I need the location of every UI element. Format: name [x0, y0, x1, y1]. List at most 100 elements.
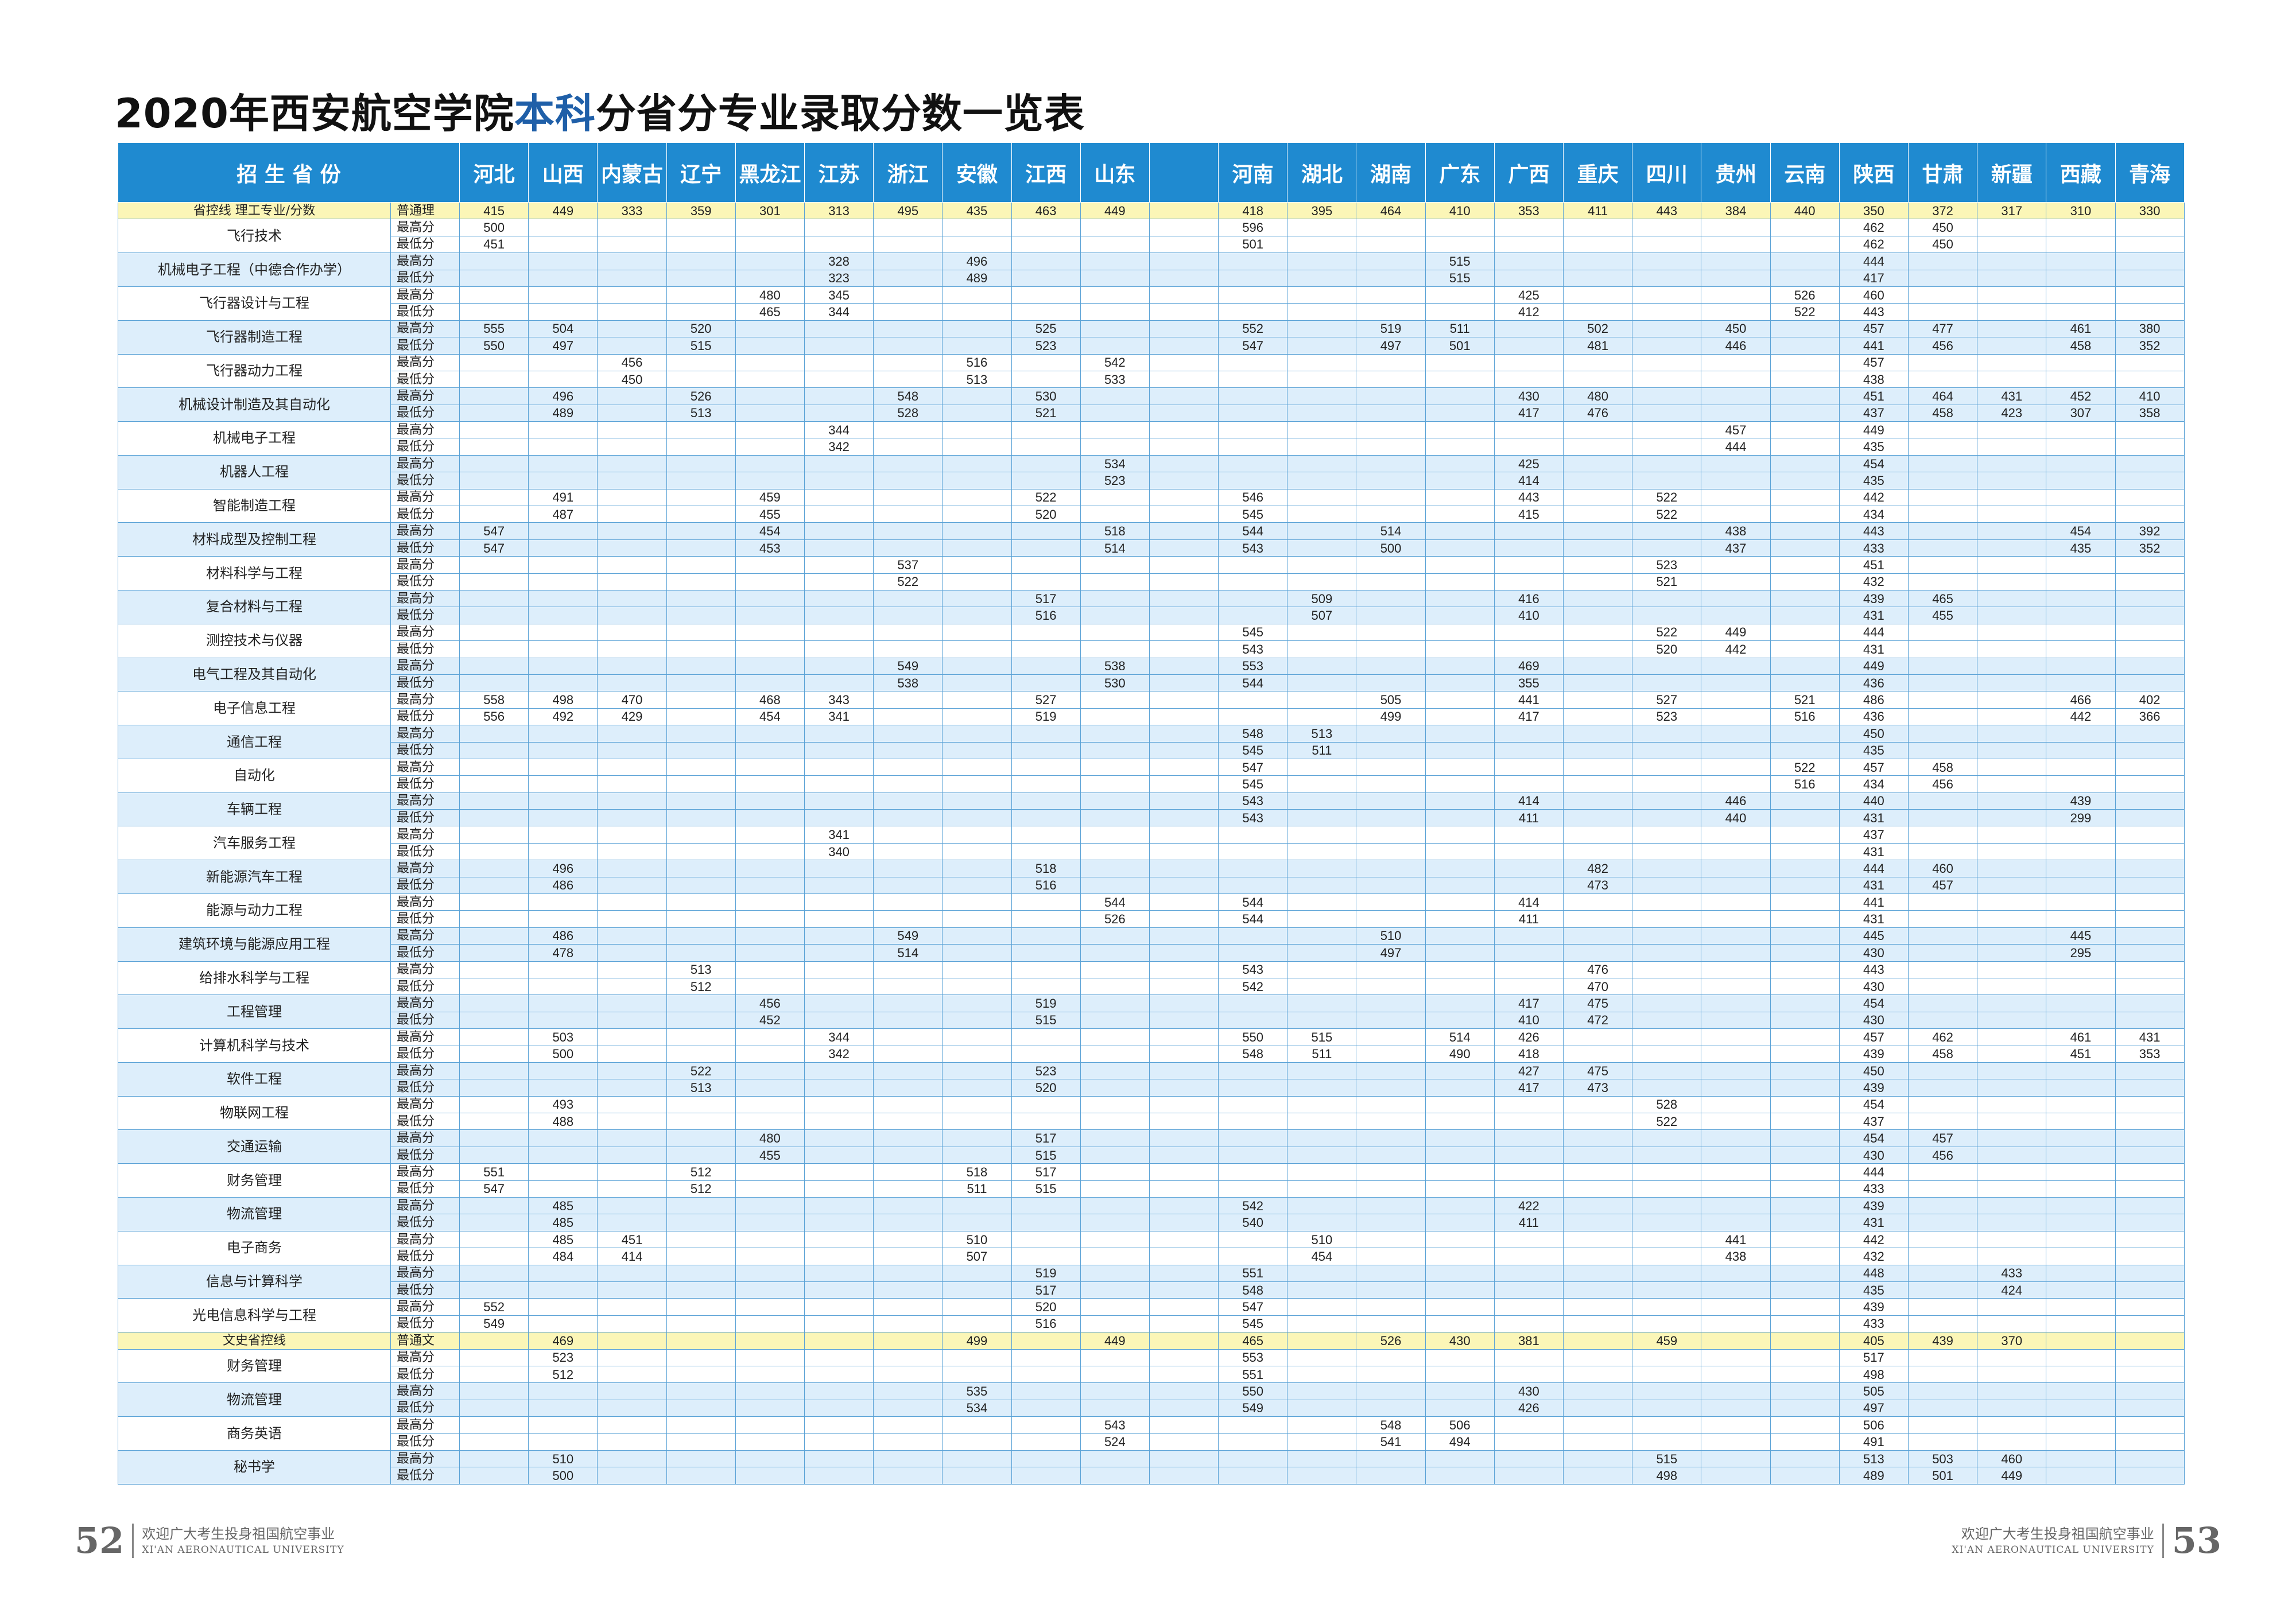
score-cell: [1563, 927, 1633, 945]
score-cell: [1149, 1180, 1219, 1198]
score-cell: 526: [1770, 286, 1840, 304]
score-cell: 424: [1977, 1281, 2047, 1299]
score-cell: [1770, 1230, 1840, 1249]
score-cell: [1011, 657, 1081, 675]
max-score-label: 最高分: [390, 286, 460, 304]
table-row: 信息与计算科学 最高分 519 551 448 433: [118, 1264, 2185, 1299]
score-cell: [1149, 994, 1219, 1012]
score-cell: 431: [1839, 640, 1909, 658]
score-cell: [666, 252, 736, 270]
score-cell: 446: [1701, 792, 1771, 810]
score-cell: [1632, 741, 1702, 759]
score-cell: [597, 1467, 667, 1485]
score-cell: [804, 235, 874, 254]
score-cell: [873, 1450, 943, 1468]
score-cell: [666, 1433, 736, 1451]
score-cell: 485: [528, 1197, 598, 1215]
score-cell: [528, 842, 598, 861]
score-cell: [1494, 758, 1564, 776]
score-cell: [1563, 1180, 1633, 1198]
score-cell: [597, 1433, 667, 1451]
score-cell: [1977, 539, 2047, 557]
score-cell: [1563, 1399, 1633, 1417]
score-cell: [1356, 1129, 1426, 1147]
score-cell: [1770, 387, 1840, 405]
score-cell: [1770, 1281, 1840, 1299]
score-cell: [1149, 370, 1219, 388]
score-cell: [1907, 1113, 1978, 1130]
score-cell: 449: [1701, 623, 1771, 642]
score-cell: [1425, 589, 1495, 608]
score-cell: [1563, 607, 1633, 624]
score-cell: [1977, 1315, 2047, 1333]
score-cell: [1080, 1315, 1150, 1333]
score-cell: [2046, 876, 2116, 895]
score-cell: 548: [1218, 1045, 1288, 1063]
score-cell: [528, 674, 598, 692]
score-cell: [2046, 421, 2116, 439]
score-cell: 434: [1839, 775, 1909, 793]
score-cell: 543: [1218, 539, 1288, 557]
max-score-label: 最高分: [390, 1298, 460, 1316]
score-cell: [666, 910, 736, 928]
score-cell: [666, 438, 736, 456]
score-cell: [873, 826, 943, 844]
score-cell: [1494, 640, 1564, 658]
score-cell: 489: [1839, 1467, 1909, 1485]
score-cell: [1977, 1230, 2047, 1249]
score-cell: [1632, 809, 1702, 827]
score-cell: 527: [1632, 691, 1702, 709]
major-name: 材料成型及控制工程: [118, 522, 391, 557]
score-cell: [873, 1433, 943, 1451]
table-row: 最低分 549 516 545 433: [118, 1315, 2185, 1333]
score-cell: [1632, 438, 1702, 456]
score-cell: [1632, 1349, 1702, 1366]
score-cell: [1425, 404, 1495, 422]
score-cell: 515: [666, 337, 736, 355]
score-cell: [2115, 556, 2185, 574]
score-cell: [597, 1011, 667, 1029]
score-cell: 445: [1839, 927, 1909, 945]
score-cell: [2115, 994, 2185, 1012]
score-cell: [1977, 1399, 2047, 1417]
score-cell: [597, 1264, 667, 1283]
score-cell: [735, 640, 805, 658]
score-cell: [1977, 893, 2047, 911]
score-cell: [459, 252, 529, 270]
score-cell: [459, 792, 529, 810]
province-header: 湖北: [1287, 142, 1357, 203]
table-row: 材料成型及控制工程 最高分 547 454 518 544 514 438 443 454 392: [118, 522, 2185, 557]
score-cell: [1907, 741, 1978, 759]
score-cell: 497: [1356, 944, 1426, 962]
table-row: 物流管理 最高分 485 542 422 439: [118, 1197, 2185, 1231]
score-cell: [1149, 404, 1219, 422]
score-cell: [1907, 370, 1978, 388]
score-cell: [1977, 944, 2047, 962]
table-row: 飞行技术 最高分 500 596 462 450: [118, 219, 2185, 254]
score-cell: [942, 337, 1012, 355]
score-cell: [1907, 1365, 1978, 1384]
score-cell: [1907, 269, 1978, 287]
score-cell: [1563, 286, 1633, 304]
score-cell: [1287, 1095, 1357, 1114]
score-cell: [1011, 1248, 1081, 1265]
score-cell: [459, 1248, 529, 1265]
score-cell: 485: [528, 1214, 598, 1231]
score-cell: [804, 876, 874, 895]
score-cell: [1011, 438, 1081, 456]
score-cell: [735, 370, 805, 388]
score-cell: [942, 623, 1012, 642]
score-cell: [1149, 826, 1219, 844]
score-cell: [1011, 1349, 1081, 1366]
score-cell: [666, 573, 736, 590]
score-cell: [1977, 1163, 2047, 1181]
score-cell: [1977, 573, 2047, 590]
score-cell: [1701, 1095, 1771, 1114]
score-cell: [804, 1450, 874, 1468]
score-cell: [528, 775, 598, 793]
score-cell: 429: [597, 708, 667, 726]
score-cell: [528, 370, 598, 388]
score-cell: [1770, 842, 1840, 861]
score-cell: [942, 488, 1012, 507]
score-cell: [1287, 1062, 1357, 1080]
